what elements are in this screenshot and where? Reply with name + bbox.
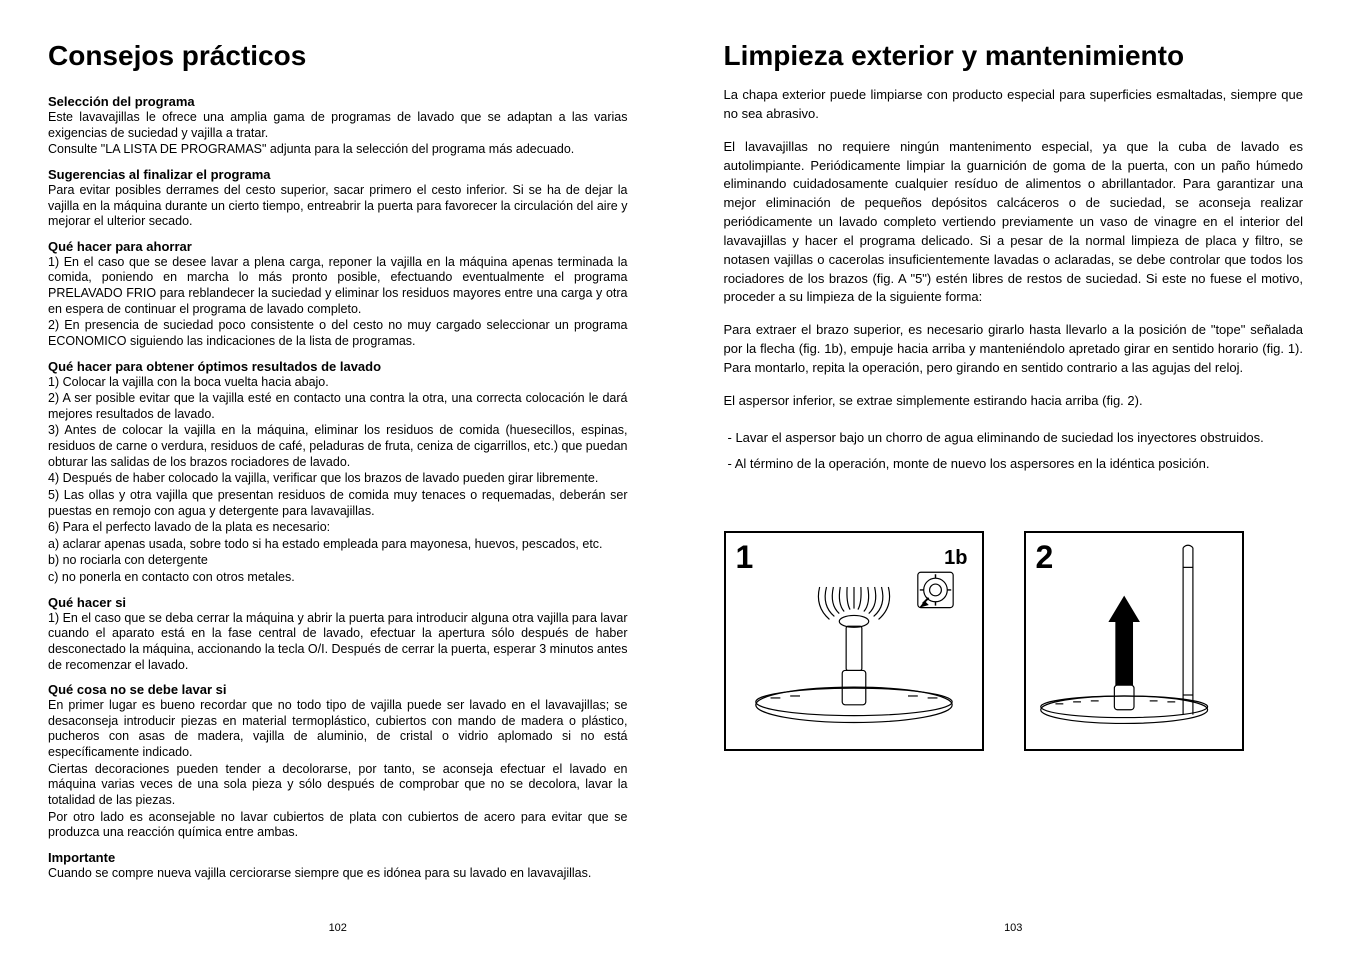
body-text: 3) Antes de colocar la vajilla en la máq… bbox=[48, 423, 628, 470]
section-heading: Sugerencias al finalizar el programa bbox=[48, 167, 628, 182]
body-text: 1) En el caso que se deba cerrar la máqu… bbox=[48, 611, 628, 674]
left-page: Consejos prácticos Selección del program… bbox=[0, 40, 676, 934]
extra-text: El aspersor inferior, se extrae simpleme… bbox=[724, 392, 1304, 411]
figure-2-label: 2 bbox=[1036, 539, 1054, 576]
body-text: 4) Después de haber colocado la vajilla,… bbox=[48, 471, 628, 487]
spray-arm-bottom-icon bbox=[1026, 533, 1242, 749]
intro-text: La chapa exterior puede limpiarse con pr… bbox=[724, 86, 1304, 124]
figure-2: 2 bbox=[1024, 531, 1244, 751]
body-text: 5) Las ollas y otra vajilla que presenta… bbox=[48, 488, 628, 519]
body-text: 1) En el caso que se desee lavar a plena… bbox=[48, 255, 628, 318]
body-text: Cuando se compre nueva vajilla cerciorar… bbox=[48, 866, 628, 882]
section-heading: Qué hacer para ahorrar bbox=[48, 239, 628, 254]
spray-arm-top-icon bbox=[726, 533, 982, 749]
right-title: Limpieza exterior y mantenimiento bbox=[724, 40, 1304, 72]
body-text: Por otro lado es aconsejable no lavar cu… bbox=[48, 810, 628, 841]
body-text: 1) Colocar la vajilla con la boca vuelta… bbox=[48, 375, 628, 391]
bullet-list: - Lavar el aspersor bajo un chorro de ag… bbox=[724, 429, 1304, 481]
bullet-item: - Al término de la operación, monte de n… bbox=[724, 455, 1304, 473]
figures-container: 1 1b bbox=[724, 531, 1304, 751]
right-page: Limpieza exterior y mantenimiento La cha… bbox=[676, 40, 1351, 934]
body-text: 2) En presencia de suciedad poco consist… bbox=[48, 318, 628, 349]
section-heading: Qué cosa no se debe lavar si bbox=[48, 682, 628, 697]
section-heading: Importante bbox=[48, 850, 628, 865]
body-text: En primer lugar es bueno recordar que no… bbox=[48, 698, 628, 761]
body-text: Este lavavajillas le ofrece una amplia g… bbox=[48, 110, 628, 141]
figure-1b-label: 1b bbox=[944, 547, 967, 570]
body-text: Ciertas decoraciones pueden tender a dec… bbox=[48, 762, 628, 809]
section-heading: Qué hacer si bbox=[48, 595, 628, 610]
section-heading: Qué hacer para obtener óptimos resultado… bbox=[48, 359, 628, 374]
left-title: Consejos prácticos bbox=[48, 40, 628, 72]
body-text: c) no ponerla en contacto con otros meta… bbox=[48, 570, 628, 586]
body-text: 2) A ser posible evitar que la vajilla e… bbox=[48, 391, 628, 422]
intro-text: El lavavajillas no requiere ningún mante… bbox=[724, 138, 1304, 308]
section-heading: Selección del programa bbox=[48, 94, 628, 109]
body-text: Consulte "LA LISTA DE PROGRAMAS" adjunta… bbox=[48, 142, 628, 158]
page-number-left: 102 bbox=[48, 902, 628, 934]
body-text: a) aclarar apenas usada, sobre todo si h… bbox=[48, 537, 628, 553]
body-text: b) no rociarla con detergente bbox=[48, 553, 628, 569]
intro-text: Para extraer el brazo superior, es neces… bbox=[724, 321, 1304, 378]
figure-1: 1 1b bbox=[724, 531, 984, 751]
page-number-right: 103 bbox=[724, 902, 1304, 934]
body-text: Para evitar posibles derrames del cesto … bbox=[48, 183, 628, 230]
body-text: 6) Para el perfecto lavado de la plata e… bbox=[48, 520, 628, 536]
bullet-item: - Lavar el aspersor bajo un chorro de ag… bbox=[724, 429, 1304, 447]
figure-1-label: 1 bbox=[736, 539, 754, 576]
